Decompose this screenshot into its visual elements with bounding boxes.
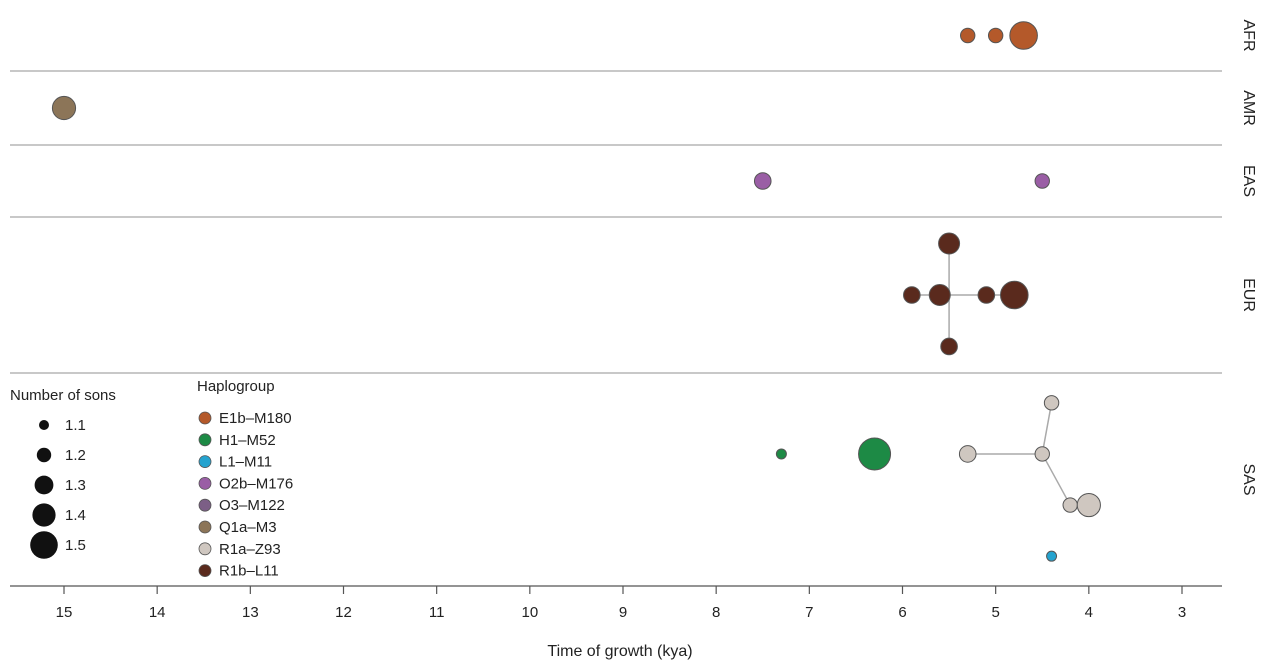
panel-label-eur: EUR bbox=[1240, 278, 1257, 312]
data-point bbox=[1000, 280, 1029, 310]
data-point bbox=[1009, 21, 1038, 50]
data-point bbox=[1043, 395, 1060, 411]
size-legend-label: 1.3 bbox=[65, 477, 86, 494]
size-legend-entries: 1.1 1.2 1.3 1.4 1.5 bbox=[30, 417, 86, 559]
size-legend-marker bbox=[36, 447, 52, 463]
haplogroup-legend-label: O2b–M176 bbox=[219, 475, 293, 492]
haplogroup-legend: Haplogroup E1b–M180 H1–M52 L1–M11 O2b–M176 O… bbox=[197, 378, 293, 580]
size-legend-marker bbox=[39, 420, 49, 430]
size-legend-label: 1.2 bbox=[65, 447, 86, 464]
haplogroup-legend-entries: E1b–M180 H1–M52 L1–M11 O2b–M176 O3–M122 Q1a–M… bbox=[198, 410, 293, 580]
x-tick-label: 8 bbox=[712, 604, 720, 621]
size-legend-label: 1.4 bbox=[65, 507, 86, 524]
haplogroup-legend-label: R1a–Z93 bbox=[219, 541, 281, 558]
x-axis: 15 14 13 12 11 10 9 8 7 6 5 4 3 Time of growth (kya) bbox=[10, 585, 1222, 660]
x-tick-label: 9 bbox=[619, 604, 627, 621]
haplogroup-legend-marker bbox=[198, 476, 212, 490]
size-legend-marker bbox=[34, 475, 54, 495]
haplogroup-legend-marker bbox=[198, 520, 212, 534]
panel-label-eas: EAS bbox=[1240, 165, 1257, 197]
x-tick-label: 13 bbox=[242, 604, 259, 621]
data-point bbox=[940, 337, 958, 356]
lineage-link bbox=[1041, 402, 1053, 455]
data-point bbox=[858, 437, 892, 471]
data-point bbox=[1046, 550, 1058, 562]
data-point bbox=[977, 286, 996, 304]
data-point bbox=[1034, 446, 1050, 462]
panel-labels: AFR AMR EAS EUR SAS bbox=[1240, 20, 1257, 496]
x-tick-label: 3 bbox=[1178, 604, 1186, 621]
haplogroup-legend-marker bbox=[198, 411, 212, 425]
haplogroup-legend-marker bbox=[198, 564, 212, 577]
haplogroup-legend-marker bbox=[198, 433, 212, 447]
x-axis-title: Time of growth (kya) bbox=[547, 643, 692, 660]
size-legend-title: Number of sons bbox=[10, 387, 116, 404]
x-tick-label: 4 bbox=[1085, 604, 1093, 621]
data-point bbox=[1076, 492, 1101, 518]
x-tick-label: 12 bbox=[335, 604, 352, 621]
panel-label-sas: SAS bbox=[1240, 463, 1257, 495]
size-legend: Number of sons 1.1 1.2 1.3 1.4 1.5 bbox=[10, 387, 116, 559]
x-tick-label: 5 bbox=[991, 604, 999, 621]
size-legend-marker bbox=[30, 531, 58, 559]
size-legend-label: 1.1 bbox=[65, 417, 86, 434]
data-point bbox=[51, 95, 77, 121]
panel-separators bbox=[10, 70, 1222, 374]
x-tick-label: 15 bbox=[56, 604, 73, 621]
haplogroup-legend-marker bbox=[198, 455, 212, 469]
haplogroup-legend-marker bbox=[198, 498, 212, 512]
haplogroup-legend-label: L1–M11 bbox=[219, 454, 272, 471]
haplogroup-legend-label: Q1a–M3 bbox=[219, 519, 277, 536]
data-point bbox=[960, 27, 976, 44]
data-point bbox=[775, 448, 787, 460]
lineage-links bbox=[911, 243, 1089, 506]
haplogroup-legend-label: O3–M122 bbox=[219, 497, 285, 514]
panel-label-afr: AFR bbox=[1240, 20, 1257, 52]
panel-label-amr: AMR bbox=[1240, 90, 1257, 126]
haplogroup-legend-title: Haplogroup bbox=[197, 378, 275, 395]
x-tick-label: 10 bbox=[521, 604, 538, 621]
x-tick-label: 6 bbox=[898, 604, 906, 621]
haplogroup-legend-label: E1b–M180 bbox=[219, 410, 292, 427]
x-tick-label: 14 bbox=[149, 604, 166, 621]
x-tick-label: 7 bbox=[805, 604, 813, 621]
data-point bbox=[1062, 497, 1078, 513]
data-point bbox=[903, 286, 921, 304]
data-point bbox=[987, 27, 1004, 44]
haplogroup-legend-label: H1–M52 bbox=[219, 432, 276, 449]
data-point bbox=[1034, 173, 1050, 189]
lineage-link bbox=[1041, 453, 1071, 506]
size-legend-marker bbox=[32, 503, 56, 527]
haplogroup-legend-marker bbox=[198, 542, 212, 556]
data-points bbox=[51, 21, 1101, 562]
x-tick-label: 11 bbox=[429, 604, 445, 621]
size-legend-label: 1.5 bbox=[65, 537, 86, 554]
x-ticks: 15 14 13 12 11 10 9 8 7 6 5 4 3 bbox=[56, 586, 1186, 621]
data-point bbox=[958, 445, 977, 463]
haplogroup-legend-label: R1b–L11 bbox=[219, 563, 279, 580]
data-point bbox=[928, 284, 951, 306]
data-point bbox=[753, 172, 772, 190]
data-point bbox=[938, 232, 961, 255]
